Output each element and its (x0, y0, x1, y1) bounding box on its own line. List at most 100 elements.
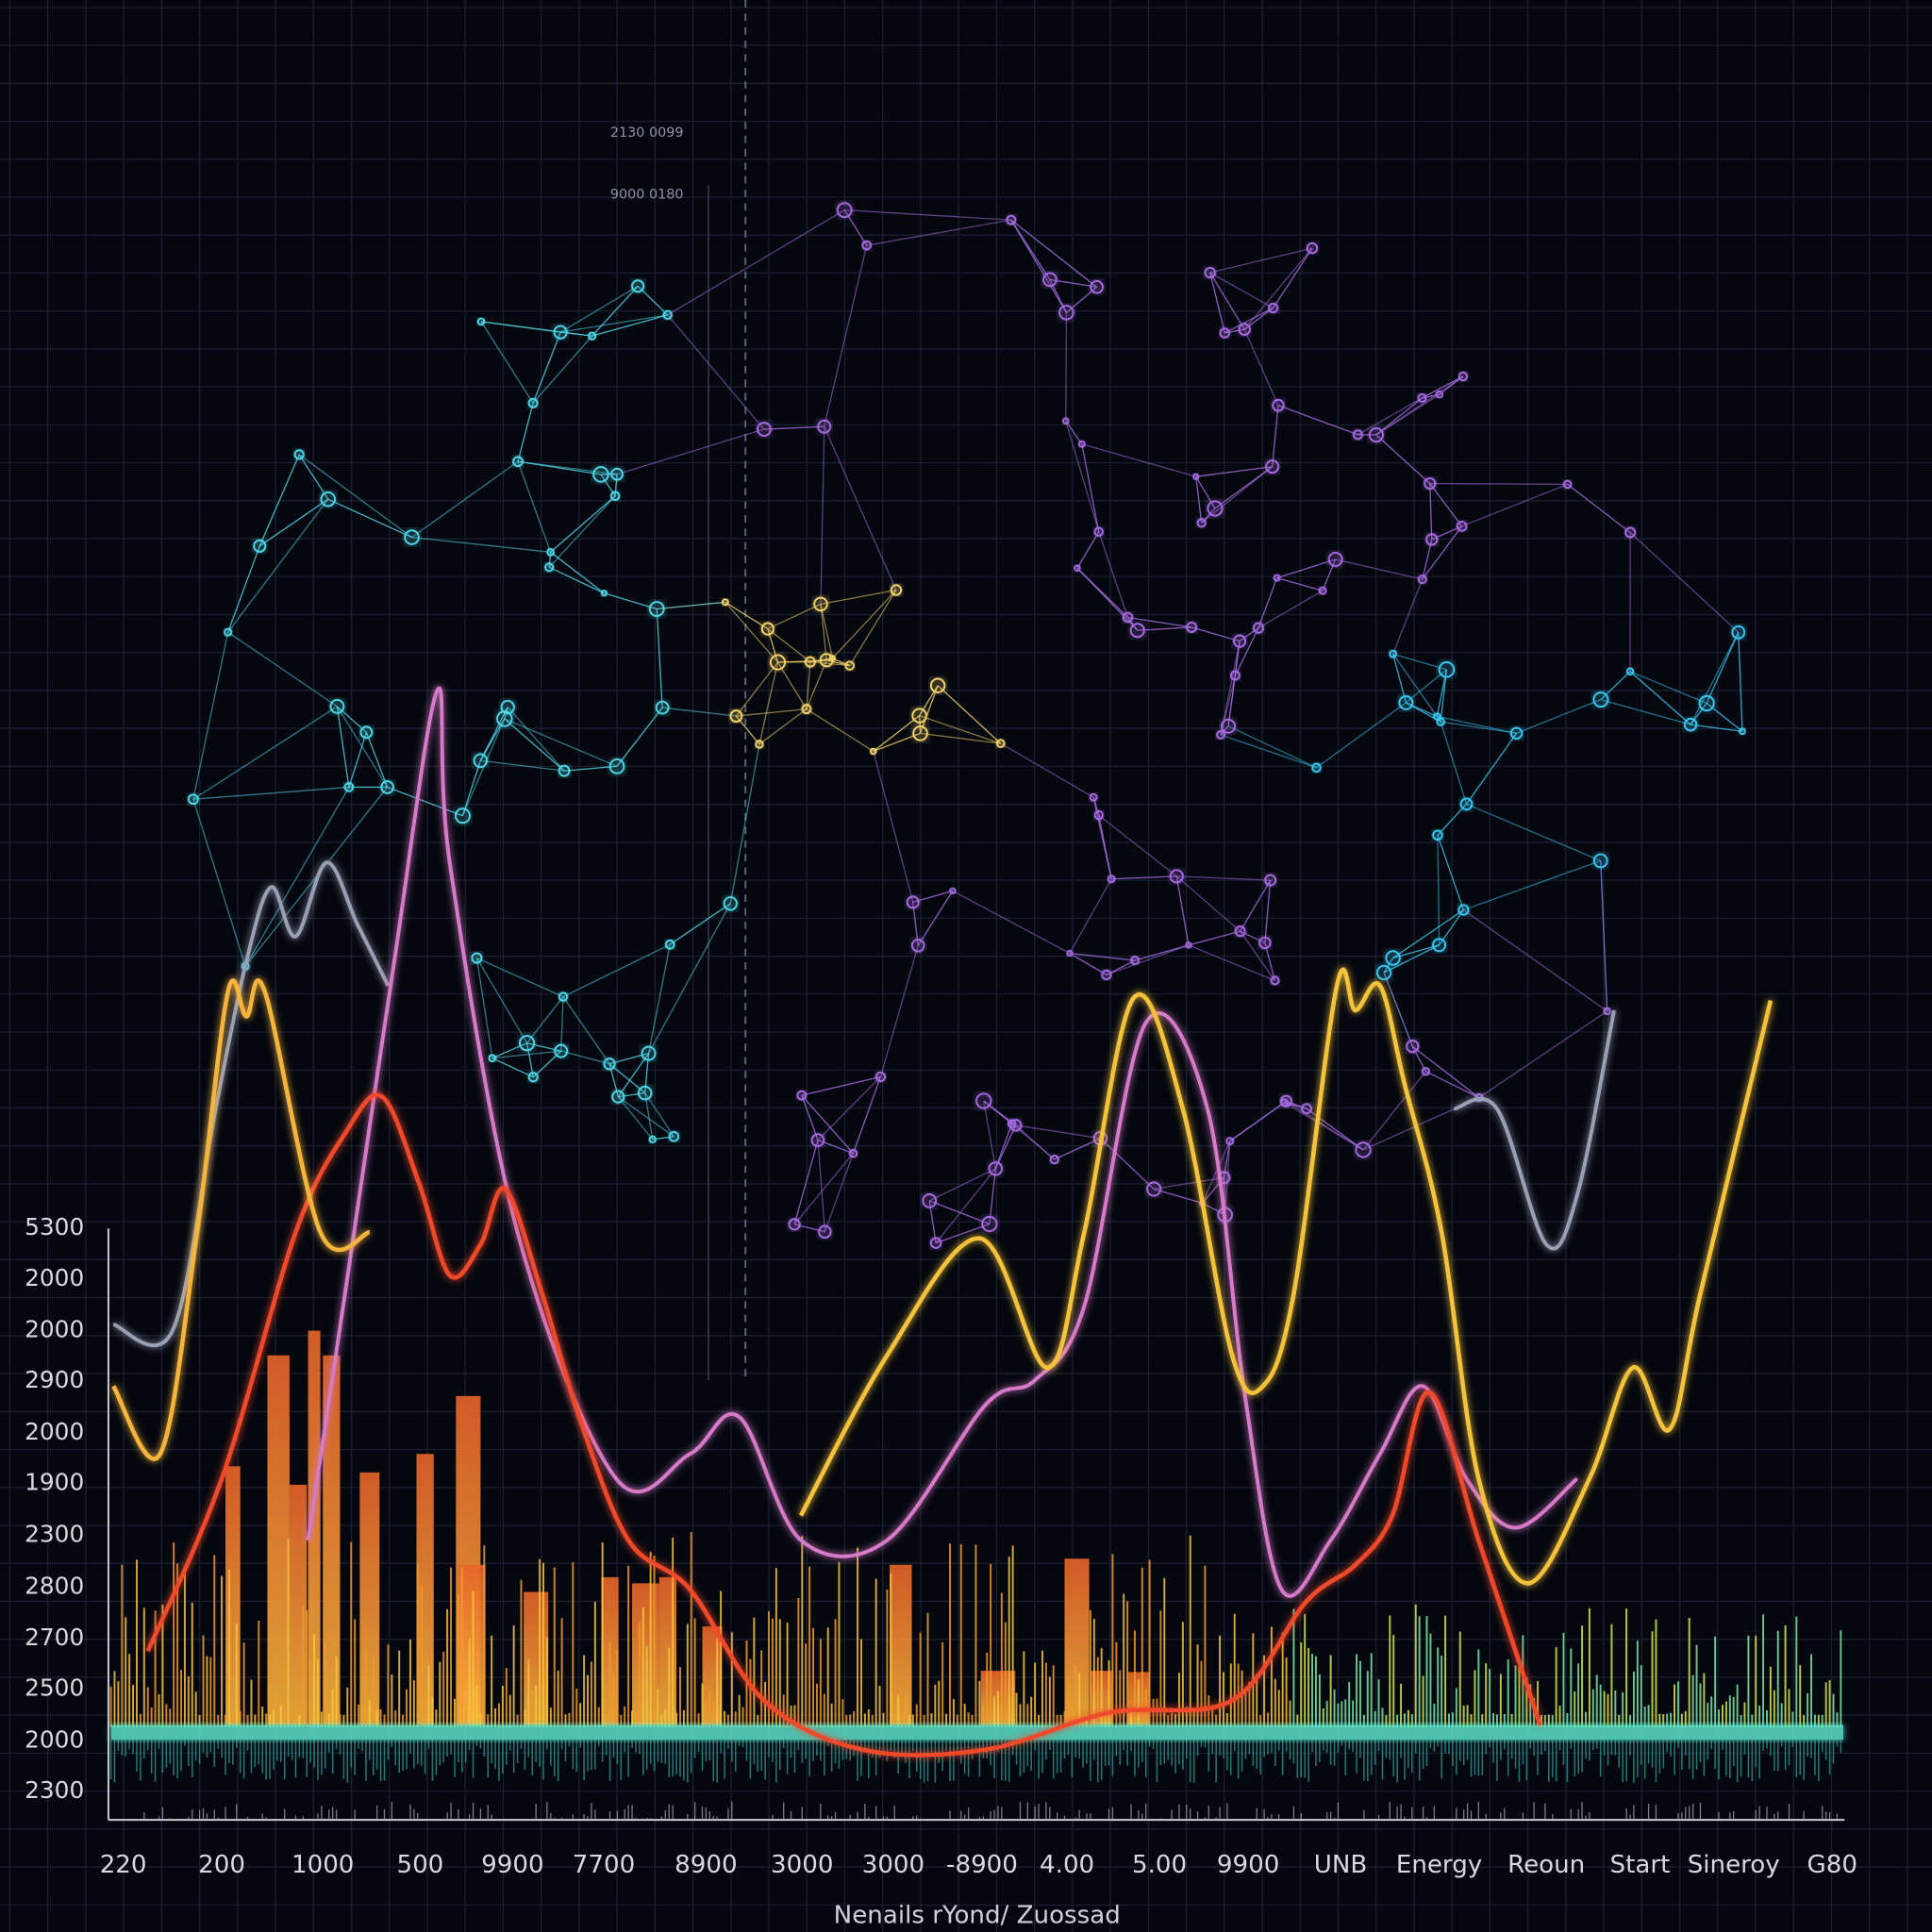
network-node (995, 739, 1006, 748)
network-node (906, 895, 920, 909)
network-node (546, 547, 555, 557)
network-node (1089, 792, 1098, 802)
network-edge (1706, 631, 1740, 704)
network-edge (928, 1168, 996, 1202)
annotation: 2130 0099 (610, 125, 684, 141)
network-edge (736, 708, 808, 717)
network-edge (608, 1063, 646, 1094)
network-node (1216, 729, 1225, 740)
spikes (109, 1532, 1842, 1819)
network (187, 202, 1746, 1249)
network-node (476, 317, 486, 326)
network-node (813, 596, 828, 612)
network-edge (1429, 483, 1463, 527)
network-edge (793, 1140, 819, 1224)
network-edge (1284, 1102, 1364, 1151)
network-node (588, 331, 597, 341)
network-edge (879, 945, 919, 1077)
network-edge (667, 209, 845, 316)
network-node (1311, 762, 1322, 774)
network-node (1318, 586, 1327, 595)
network-node (1457, 904, 1470, 916)
network-edge (1195, 476, 1203, 524)
network-node (1204, 266, 1216, 279)
network-node (1008, 1119, 1023, 1132)
y-tick-label: 1900 (25, 1469, 84, 1496)
network-node (870, 747, 877, 756)
network-edge (1273, 247, 1313, 308)
network-node (1432, 938, 1447, 953)
bar (308, 1330, 321, 1725)
network-edge (1375, 397, 1423, 436)
bar (890, 1564, 912, 1725)
y-tick-label: 2000 (25, 1726, 84, 1754)
network-node (1352, 429, 1363, 441)
network-node (1221, 718, 1237, 734)
network-edge (1227, 725, 1317, 769)
network-node (1232, 634, 1247, 648)
network-node (788, 1218, 801, 1231)
network-node (1385, 950, 1401, 966)
network-edge (298, 454, 412, 539)
network-edge (1690, 631, 1740, 725)
network-node (609, 491, 621, 501)
network-edge (644, 1092, 654, 1140)
network-edge (852, 1076, 882, 1154)
x-tick-label: UNB (1314, 1851, 1368, 1879)
network-edge (1134, 944, 1190, 961)
network-edge (491, 1042, 527, 1059)
network-edge (1234, 627, 1259, 676)
network-edge (831, 590, 897, 659)
network-edge (656, 608, 663, 708)
network-edge (1065, 312, 1068, 422)
network-edge (1690, 703, 1707, 725)
network-edge (1461, 483, 1568, 527)
network-edge (480, 321, 534, 404)
network-edge (1076, 567, 1139, 631)
network-edge (1054, 1138, 1101, 1160)
network-node (500, 699, 515, 715)
network-edge (1335, 558, 1423, 580)
network-node (1225, 1137, 1235, 1146)
network-edge (817, 1075, 881, 1141)
network-node (359, 725, 374, 740)
network-edge (1195, 475, 1216, 509)
network-edge (387, 786, 463, 817)
network-edge (327, 498, 412, 539)
network-edge (1175, 875, 1190, 946)
network-edge (1257, 577, 1278, 628)
network-node (1355, 1141, 1372, 1158)
network-node (527, 1072, 539, 1083)
network-node (558, 991, 569, 1002)
network-node (1432, 829, 1443, 841)
network-edge (564, 765, 618, 772)
network-node (1252, 622, 1265, 634)
network-node (844, 660, 856, 671)
network-edge (1463, 909, 1607, 1012)
network-node (1327, 551, 1343, 567)
network-edge (777, 659, 827, 663)
network-node (1265, 459, 1280, 475)
network-node (1042, 272, 1058, 288)
network-edge (1516, 699, 1602, 734)
network-node (1074, 564, 1081, 572)
x-tick-label: 3000 (771, 1851, 833, 1879)
network-edge (1069, 953, 1108, 975)
network-edge (411, 536, 551, 553)
y-tick-label: 2700 (25, 1624, 84, 1651)
network-edge (1437, 715, 1517, 734)
network-node (1077, 440, 1086, 448)
network-edge (532, 335, 593, 404)
network-edge (1600, 699, 1691, 725)
network-node (1603, 1007, 1611, 1016)
network-node (662, 309, 673, 320)
network-edge (1106, 959, 1136, 975)
network-edge (1422, 525, 1463, 580)
network-node (929, 677, 946, 693)
network-edge (1214, 466, 1274, 509)
network-node (1090, 279, 1104, 294)
bar (359, 1472, 380, 1725)
x-tick-label: -8900 (946, 1851, 1018, 1879)
network-edge (1629, 671, 1691, 725)
